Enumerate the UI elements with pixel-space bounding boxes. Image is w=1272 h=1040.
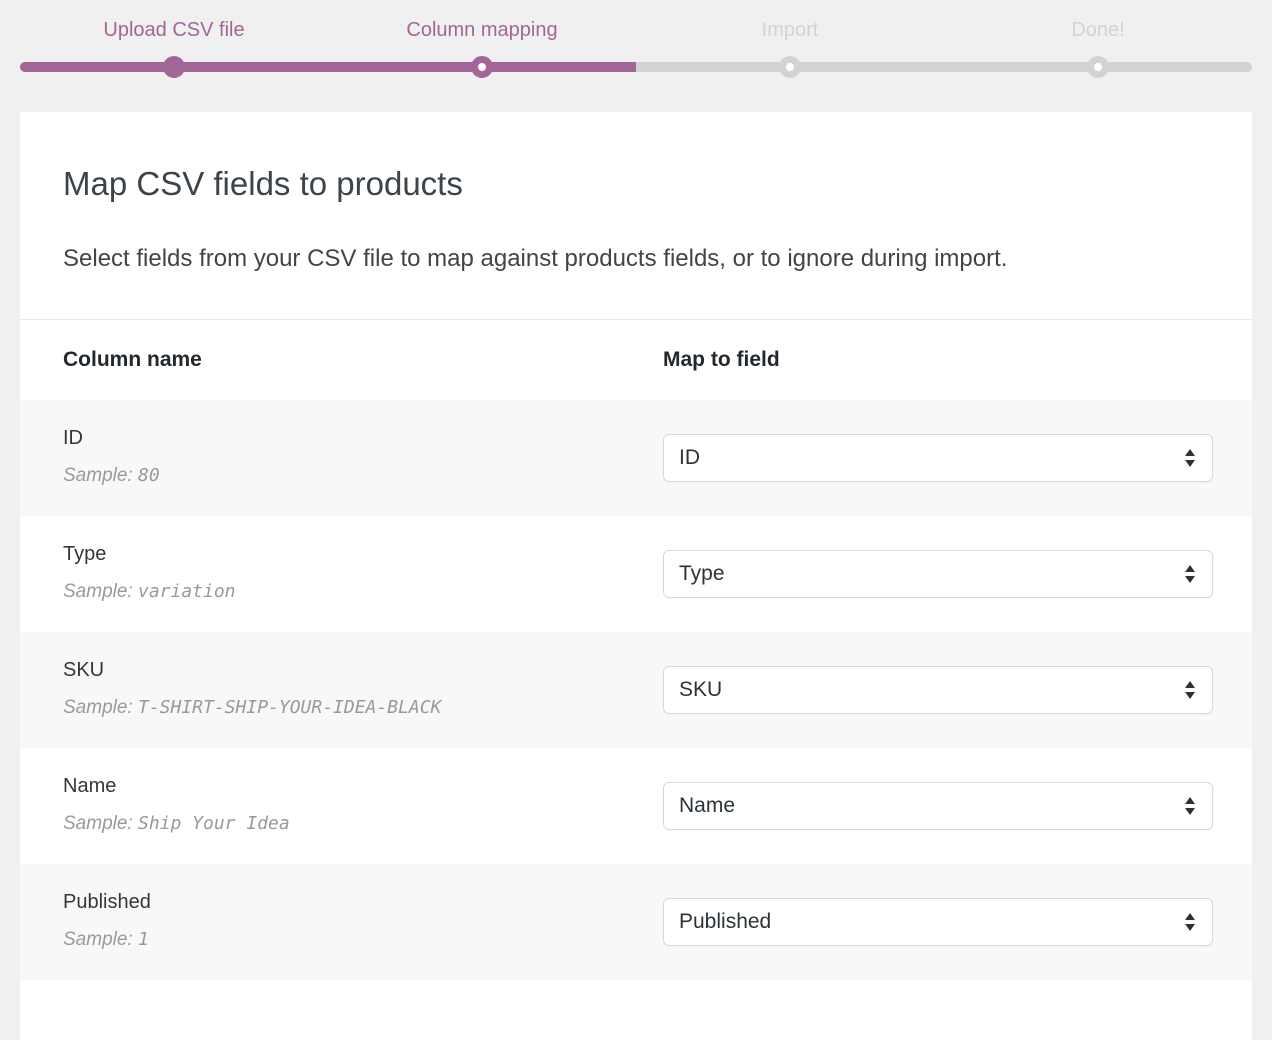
mapping-row: SKU Sample: T-SHIRT-SHIP-YOUR-IDEA-BLACK… — [20, 632, 1252, 748]
progress-step: Upload CSV file — [20, 0, 328, 78]
progress-track-fill — [20, 62, 636, 72]
mapping-row: Name Sample: Ship Your Idea Name — [20, 748, 1252, 864]
progress-step-dot — [471, 56, 493, 78]
select-updown-arrows-icon — [1185, 565, 1195, 583]
select-selected-value: Published — [679, 910, 772, 933]
select-selected-value: SKU — [679, 678, 723, 701]
sample-value: T-SHIRT-SHIP-YOUR-IDEA-BLACK — [137, 697, 442, 718]
map-to-field-select[interactable]: SKU — [663, 666, 1213, 714]
column-header-map-to-field: Map to field — [663, 348, 780, 371]
mapping-table: Column name Map to field ID Sample: 80 I… — [20, 319, 1252, 980]
select-selected-value: Name — [679, 794, 736, 817]
arrow-down-icon — [1185, 576, 1195, 583]
progress-step-label: Done! — [1071, 19, 1125, 41]
select-selected-value: Type — [679, 562, 725, 585]
sample-line: Sample: Ship Your Idea — [63, 813, 663, 835]
select-selected-value: ID — [679, 446, 700, 469]
select-updown-arrows-icon — [1185, 681, 1195, 699]
progress-step: Done! — [944, 0, 1252, 78]
progress-steps-list: Upload CSV file Column mapping Import Do… — [20, 0, 1252, 78]
progress-step-label: Import — [761, 19, 819, 41]
sample-prefix: Sample: — [63, 581, 133, 602]
csv-column-name: Published — [63, 891, 151, 913]
mapping-table-header: Column name Map to field — [20, 320, 1252, 400]
sample-value: Ship Your Idea — [137, 813, 290, 834]
page-description: Select fields from your CSV file to map … — [63, 245, 1008, 272]
progress-step-dot — [1087, 56, 1109, 78]
progress-step: Import — [636, 0, 944, 78]
arrow-up-icon — [1185, 565, 1195, 572]
map-to-field-select[interactable]: Name — [663, 782, 1213, 830]
csv-column-name: SKU — [63, 659, 105, 681]
sample-line: Sample: T-SHIRT-SHIP-YOUR-IDEA-BLACK — [63, 697, 663, 719]
mapping-row: Published Sample: 1 Published — [20, 864, 1252, 980]
progress-step-label: Column mapping — [406, 19, 558, 41]
map-to-field-select[interactable]: Type — [663, 550, 1213, 598]
column-header-column-name: Column name — [63, 348, 202, 371]
select-updown-arrows-icon — [1185, 913, 1195, 931]
map-to-field-select[interactable]: Published — [663, 898, 1213, 946]
progress-step-dot — [779, 56, 801, 78]
select-updown-arrows-icon — [1185, 797, 1195, 815]
page-title: Map CSV fields to products — [63, 165, 463, 202]
sample-value: 80 — [137, 465, 160, 486]
progress-track — [20, 62, 1252, 72]
arrow-down-icon — [1185, 460, 1195, 467]
import-progress: Upload CSV file Column mapping Import Do… — [20, 0, 1252, 112]
sample-line: Sample: 1 — [63, 929, 663, 951]
column-mapping-card: Map CSV fields to products Select fields… — [20, 112, 1252, 1040]
sample-line: Sample: 80 — [63, 465, 663, 487]
sample-prefix: Sample: — [63, 813, 133, 834]
map-to-field-select[interactable]: ID — [663, 434, 1213, 482]
sample-line: Sample: variation — [63, 581, 663, 603]
mapping-row: Type Sample: variation Type — [20, 516, 1252, 632]
csv-column-name: Name — [63, 775, 117, 797]
arrow-up-icon — [1185, 913, 1195, 920]
csv-column-name: ID — [63, 427, 83, 449]
sample-prefix: Sample: — [63, 465, 133, 486]
arrow-down-icon — [1185, 692, 1195, 699]
sample-value: 1 — [137, 929, 149, 950]
arrow-up-icon — [1185, 797, 1195, 804]
sample-prefix: Sample: — [63, 697, 133, 718]
arrow-down-icon — [1185, 808, 1195, 815]
select-updown-arrows-icon — [1185, 449, 1195, 467]
progress-step: Column mapping — [328, 0, 636, 78]
mapping-row: ID Sample: 80 ID — [20, 400, 1252, 516]
arrow-down-icon — [1185, 924, 1195, 931]
arrow-up-icon — [1185, 681, 1195, 688]
mapping-rows: ID Sample: 80 ID Type Sample: variation — [20, 400, 1252, 980]
sample-value: variation — [137, 581, 236, 602]
arrow-up-icon — [1185, 449, 1195, 456]
sample-prefix: Sample: — [63, 929, 133, 950]
progress-step-dot — [163, 56, 185, 78]
csv-column-name: Type — [63, 543, 107, 565]
progress-step-label: Upload CSV file — [103, 19, 245, 41]
